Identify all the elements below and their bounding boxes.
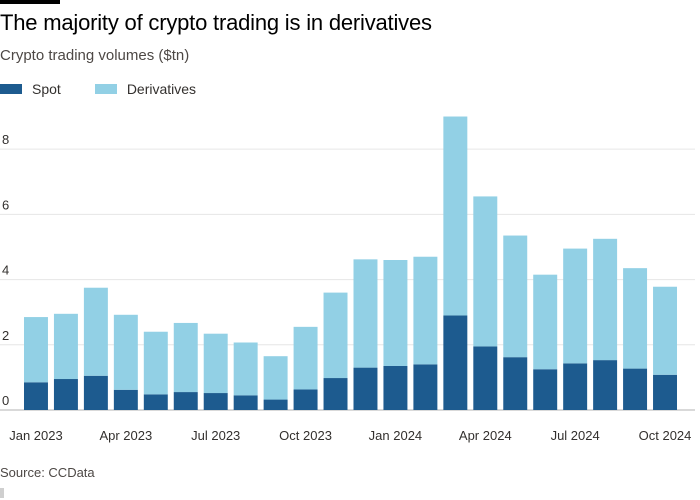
bar-derivatives-20: [623, 268, 648, 369]
y-tick-label-6: 6: [2, 197, 9, 212]
x-tick-label-1: Apr 2023: [99, 428, 152, 443]
legend-swatch-spot: [0, 84, 22, 94]
x-tick-label-4: Jan 2024: [369, 428, 423, 443]
bar-derivatives-15: [473, 196, 498, 347]
y-tick-label-2: 2: [2, 328, 9, 343]
bar-spot-21: [653, 374, 678, 410]
bar-derivatives-7: [233, 342, 258, 396]
legend-label-spot: Spot: [32, 81, 61, 97]
bar-derivatives-13: [413, 256, 438, 365]
bar-spot-10: [323, 378, 348, 410]
x-tick-label-2: Jul 2023: [191, 428, 240, 443]
top-rule: [0, 0, 60, 4]
bar-derivatives-6: [203, 333, 228, 394]
source-note: Source: CCData: [0, 465, 95, 480]
bar-derivatives-0: [23, 317, 48, 383]
x-tick-label-3: Oct 2023: [279, 428, 332, 443]
legend-item-spot: Spot: [0, 81, 61, 97]
legend-swatch-derivatives: [94, 84, 117, 94]
legend-label-derivatives: Derivatives: [126, 81, 197, 97]
bar-spot-17: [533, 369, 558, 410]
bar-derivatives-16: [503, 235, 528, 358]
chart-subtitle: Crypto trading volumes ($tn): [0, 47, 190, 64]
bar-derivatives-4: [143, 331, 168, 395]
bar-spot-9: [293, 389, 318, 410]
bar-spot-1: [53, 379, 78, 410]
legend-item-derivatives: Derivatives: [94, 81, 197, 97]
bar-spot-2: [83, 375, 108, 410]
bar-spot-5: [173, 392, 198, 410]
bottom-rule: [0, 488, 4, 498]
bar-spot-7: [233, 395, 258, 410]
bar-spot-20: [623, 368, 648, 410]
bar-derivatives-18: [563, 248, 588, 364]
bar-derivatives-1: [53, 313, 78, 380]
legend: Spot Derivatives: [0, 80, 230, 98]
bar-derivatives-3: [113, 314, 138, 390]
bar-spot-3: [113, 389, 138, 410]
bar-spot-18: [563, 363, 588, 410]
bar-derivatives-19: [593, 238, 618, 361]
chart-title: The majority of crypto trading is in der…: [0, 10, 432, 35]
x-tick-label-7: Oct 2024: [639, 428, 692, 443]
bar-spot-4: [143, 394, 168, 410]
bar-derivatives-9: [293, 326, 318, 390]
y-tick-label-4: 4: [2, 263, 9, 278]
y-tick-label-0: 0: [2, 393, 9, 408]
bar-spot-8: [263, 399, 288, 410]
x-tick-label-0: Jan 2023: [9, 428, 63, 443]
bar-spot-12: [383, 365, 408, 410]
bar-spot-0: [23, 382, 48, 410]
x-tick-label-5: Apr 2024: [459, 428, 512, 443]
bar-spot-14: [443, 315, 468, 410]
bar-derivatives-2: [83, 287, 108, 376]
bar-spot-11: [353, 367, 378, 410]
bar-derivatives-11: [353, 259, 378, 368]
x-tick-label-6: Jul 2024: [551, 428, 600, 443]
bar-spot-16: [503, 357, 528, 410]
bar-derivatives-8: [263, 356, 288, 400]
bar-derivatives-12: [383, 260, 408, 366]
bar-derivatives-10: [323, 292, 348, 379]
bar-spot-13: [413, 364, 438, 410]
bar-derivatives-14: [443, 116, 468, 316]
bar-derivatives-17: [533, 274, 558, 370]
bar-spot-19: [593, 360, 618, 410]
bar-spot-6: [203, 393, 228, 410]
bar-derivatives-21: [653, 286, 678, 375]
bar-chart: 0 2 4 6 8 Jan 2023 Apr 2023 Jul 2023 Oct 2023 Jan…: [0, 116, 695, 443]
bar-derivatives-5: [173, 322, 198, 393]
y-tick-label-8: 8: [2, 132, 9, 147]
bar-spot-15: [473, 346, 498, 410]
